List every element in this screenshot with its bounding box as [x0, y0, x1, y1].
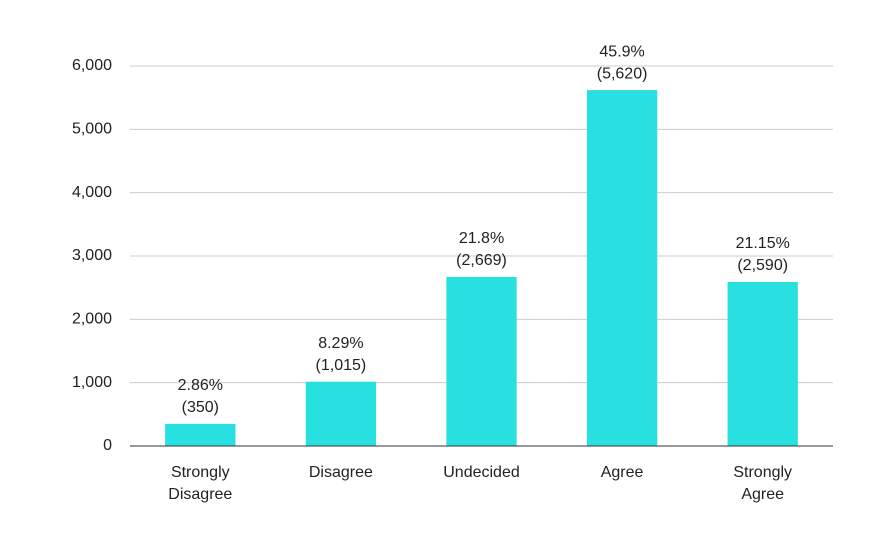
bar [446, 276, 517, 446]
bar [305, 381, 377, 446]
x-tick-label: Strongly Disagree [168, 464, 232, 503]
value-label: (2,590) [737, 257, 788, 274]
percent-label: 8.29% [318, 335, 363, 352]
bar [165, 423, 236, 446]
y-tick-label: 0 [103, 437, 112, 454]
y-tick-label: 4,000 [72, 184, 112, 201]
percent-label: 2.86% [178, 377, 223, 394]
percent-label: 21.15% [736, 235, 790, 252]
x-tick-label: Undecided [443, 464, 520, 481]
y-tick-label: 5,000 [72, 121, 112, 138]
y-tick-label: 1,000 [72, 374, 112, 391]
value-label: (5,620) [597, 65, 648, 82]
bar [727, 281, 798, 446]
y-tick-label: 2,000 [72, 311, 112, 328]
x-tick-label: Agree [601, 464, 644, 481]
value-label: (2,669) [456, 252, 507, 269]
x-tick-label: Disagree [309, 464, 373, 481]
percent-label: 45.9% [599, 43, 644, 60]
x-tick-label: Strongly Agree [733, 464, 792, 503]
value-label: (1,015) [316, 357, 367, 374]
value-label: (350) [182, 399, 219, 416]
y-tick-label: 6,000 [72, 57, 112, 74]
y-tick-label: 3,000 [72, 247, 112, 264]
percent-label: 21.8% [459, 230, 504, 247]
bar [586, 90, 658, 447]
